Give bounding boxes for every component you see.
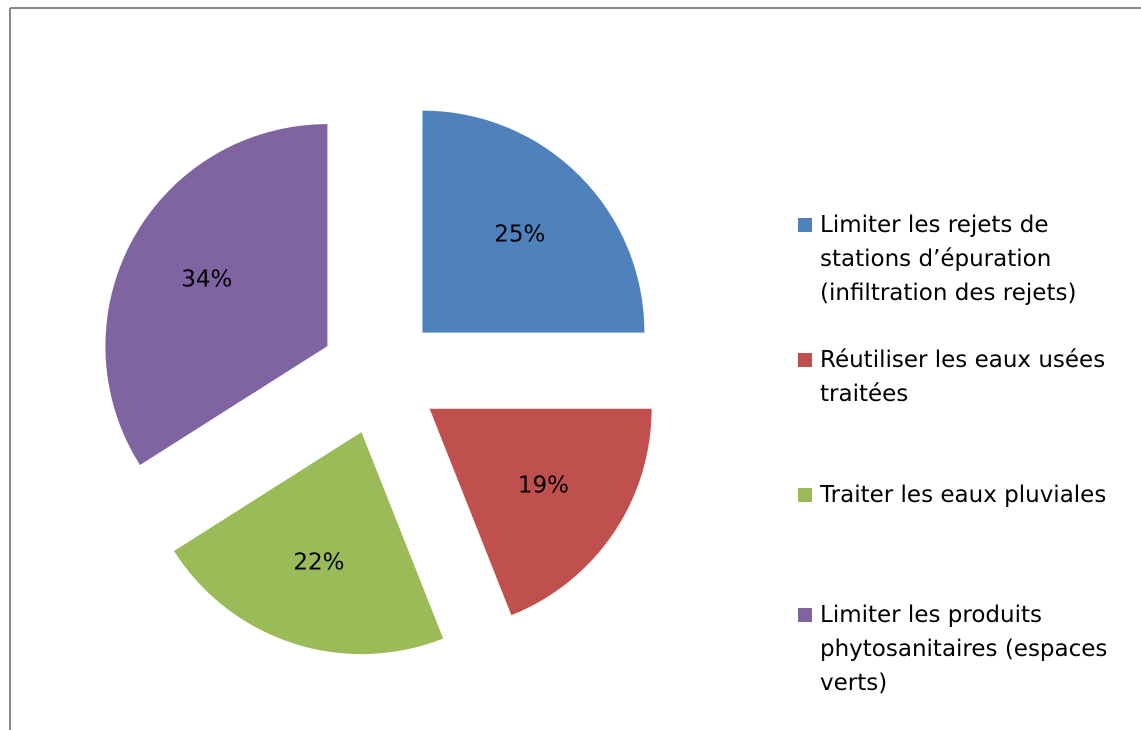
legend-swatch [798, 488, 812, 502]
legend-label: Réutiliser les eaux usées traitées [820, 347, 1106, 407]
legend-label: Traiter les eaux pluviales [820, 482, 1107, 508]
legend-swatch [798, 353, 812, 367]
pie-slice [174, 432, 444, 655]
legend-swatch [798, 218, 812, 232]
data-label: 25% [494, 222, 545, 248]
legend-label: Limiter les produits phytosanitaires (es… [820, 602, 1108, 696]
data-label: 34% [181, 266, 232, 292]
legend-item: Limiter les produits phytosanitaires (es… [798, 598, 1141, 700]
data-label: 22% [293, 549, 344, 575]
legend-swatch [798, 608, 812, 622]
pie-slice [422, 110, 645, 333]
pie-slice [429, 408, 652, 616]
data-label: 19% [518, 473, 569, 499]
pie-slice [105, 124, 328, 466]
legend-item: Limiter les rejets de stations d’épurati… [798, 208, 1141, 310]
legend-item: Traiter les eaux pluviales [798, 478, 1141, 512]
legend-item: Réutiliser les eaux usées traitées [798, 343, 1141, 411]
legend-label: Limiter les rejets de stations d’épurati… [820, 212, 1077, 306]
